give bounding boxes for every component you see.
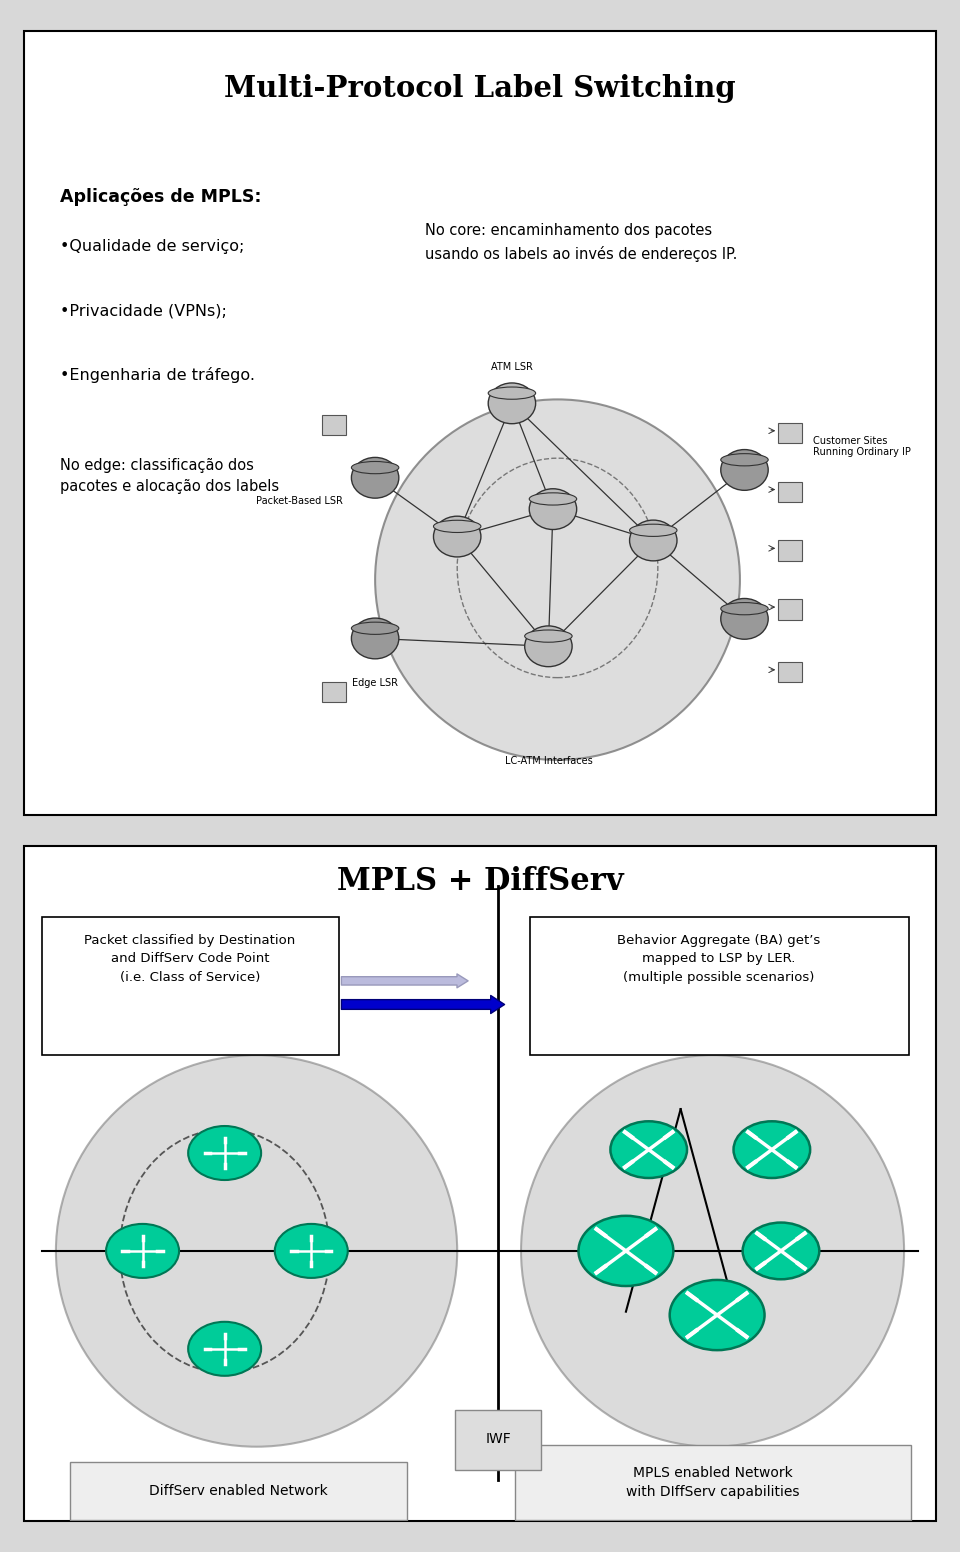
Ellipse shape [351,461,398,473]
Circle shape [434,517,481,557]
Ellipse shape [721,602,768,615]
Circle shape [351,458,398,498]
Ellipse shape [525,630,572,643]
Text: IWF: IWF [486,1431,511,1445]
Circle shape [733,1121,810,1178]
Text: Packet-Based LSR: Packet-Based LSR [256,497,344,506]
Circle shape [489,383,536,424]
FancyBboxPatch shape [455,1409,541,1470]
Text: DiffServ enabled Network: DiffServ enabled Network [149,1484,327,1498]
Text: •Engenharia de tráfego.: •Engenharia de tráfego. [60,368,255,383]
FancyBboxPatch shape [323,414,346,436]
Text: Aplicações de MPLS:: Aplicações de MPLS: [60,188,262,206]
Ellipse shape [489,386,536,399]
Text: MPLS enabled Network
with DIffServ capabilities: MPLS enabled Network with DIffServ capab… [626,1465,800,1499]
Circle shape [721,599,768,639]
Ellipse shape [375,399,740,760]
Text: •Qualidade de serviço;: •Qualidade de serviço; [60,239,245,253]
Text: Customer Sites
Running Ordinary IP: Customer Sites Running Ordinary IP [813,436,911,458]
Circle shape [611,1121,687,1178]
Ellipse shape [56,1055,457,1446]
Ellipse shape [434,520,481,532]
FancyBboxPatch shape [779,540,802,560]
Text: No core: encaminhamento dos pacotes
usando os labels ao invés de endereços IP.: No core: encaminhamento dos pacotes usan… [425,223,737,262]
Text: MPLS + DiffServ: MPLS + DiffServ [337,866,623,897]
FancyBboxPatch shape [323,681,346,702]
Ellipse shape [521,1055,904,1446]
FancyBboxPatch shape [515,1445,911,1519]
Circle shape [188,1322,261,1375]
FancyBboxPatch shape [779,663,802,683]
FancyBboxPatch shape [530,917,908,1055]
Text: •Privacidade (VPNs);: •Privacidade (VPNs); [60,303,228,318]
Circle shape [721,450,768,490]
FancyBboxPatch shape [779,481,802,503]
Ellipse shape [351,622,398,635]
Text: Multi-Protocol Label Switching: Multi-Protocol Label Switching [225,74,735,102]
Circle shape [106,1225,180,1277]
Text: Behavior Aggregate (BA) get’s
mapped to LSP by LER.
(multiple possible scenarios: Behavior Aggregate (BA) get’s mapped to … [617,934,821,984]
Ellipse shape [529,494,577,504]
Text: No edge: classificação dos
pacotes e alocação dos labels: No edge: classificação dos pacotes e alo… [60,458,279,494]
Circle shape [630,520,677,560]
FancyBboxPatch shape [779,599,802,619]
FancyArrowPatch shape [342,975,468,987]
Circle shape [579,1215,673,1287]
Ellipse shape [721,453,768,466]
Circle shape [351,618,398,660]
FancyBboxPatch shape [24,31,936,815]
FancyBboxPatch shape [24,846,936,1521]
Circle shape [275,1225,348,1277]
Text: LC-ATM Interfaces: LC-ATM Interfaces [505,756,592,767]
Circle shape [188,1127,261,1180]
FancyBboxPatch shape [42,917,339,1055]
FancyArrowPatch shape [342,995,505,1013]
FancyBboxPatch shape [69,1462,407,1519]
Circle shape [525,625,572,667]
FancyBboxPatch shape [779,424,802,444]
Ellipse shape [630,525,677,537]
Circle shape [743,1223,819,1279]
Text: ATM LSR: ATM LSR [491,362,533,372]
Circle shape [529,489,577,529]
Circle shape [670,1280,764,1350]
Text: Edge LSR: Edge LSR [352,678,398,688]
Text: Packet classified by Destination
and DiffServ Code Point
(i.e. Class of Service): Packet classified by Destination and Dif… [84,934,296,984]
